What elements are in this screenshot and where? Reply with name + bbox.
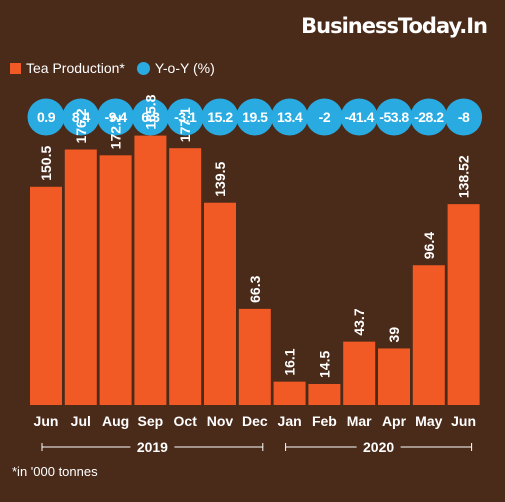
production-bar — [204, 202, 236, 405]
yoy-bubble — [410, 98, 448, 136]
production-value-label: 150.5 — [38, 146, 54, 181]
legend-bar-swatch — [10, 62, 21, 74]
year-label: 2020 — [363, 439, 394, 455]
yoy-label: 0.9 — [37, 109, 56, 125]
production-value-label: 66.3 — [247, 275, 263, 302]
yoy-bubble — [305, 98, 343, 136]
production-value-label: 43.7 — [351, 308, 367, 335]
year-label-mask — [130, 438, 175, 456]
yoy-label: 13.4 — [277, 109, 303, 125]
production-bar — [134, 135, 167, 405]
yoy-label: 15.2 — [207, 109, 233, 125]
production-bar — [30, 186, 62, 405]
month-tick-label: Apr — [382, 413, 407, 429]
production-bar — [273, 381, 306, 405]
month-tick-label: Jun — [451, 413, 476, 429]
production-bar — [343, 341, 376, 405]
month-tick-label: Feb — [312, 413, 337, 429]
production-bar — [412, 265, 445, 405]
yoy-label: -3.1 — [174, 109, 197, 125]
legend-item-production: Tea Production* — [10, 60, 125, 76]
legend-label-yoy: Y-o-Y (%) — [154, 60, 215, 76]
production-bar — [169, 148, 202, 405]
yoy-label: -2 — [319, 109, 331, 125]
yoy-bubble — [271, 98, 309, 136]
month-tick-label: Mar — [347, 413, 372, 429]
year-label-mask — [356, 438, 401, 456]
production-bar — [308, 383, 341, 405]
brand-logo: BusinessToday.In — [301, 14, 488, 38]
yoy-label: -28.2 — [414, 109, 444, 125]
production-value-label: 185.8 — [142, 94, 158, 129]
production-value-label: 172.2 — [108, 114, 124, 149]
production-value-label: 96.4 — [421, 232, 437, 259]
yoy-bubble — [131, 98, 169, 136]
yoy-bubble — [62, 98, 100, 136]
month-tick-label: Jul — [71, 413, 91, 429]
yoy-bubble — [166, 98, 204, 136]
production-bar — [99, 155, 132, 405]
month-tick-label: Nov — [207, 413, 234, 429]
footnote: *in '000 tonnes — [12, 464, 98, 479]
yoy-bubble — [236, 98, 274, 136]
month-tick-label: Aug — [102, 413, 129, 429]
yoy-bubble — [27, 98, 65, 136]
yoy-bubble — [375, 98, 413, 136]
yoy-bubble — [445, 98, 483, 136]
month-tick-label: Sep — [138, 413, 164, 429]
yoy-label: -9.4 — [105, 109, 128, 125]
chart-legend: Tea Production* Y-o-Y (%) — [10, 60, 227, 76]
month-tick-label: Jan — [278, 413, 302, 429]
production-value-label: 139.5 — [212, 161, 228, 196]
production-value-label: 14.5 — [316, 351, 332, 378]
production-value-label: 16.1 — [282, 348, 298, 375]
production-value-label: 39 — [386, 327, 402, 343]
legend-dot-swatch — [136, 61, 150, 75]
month-tick-label: May — [415, 413, 442, 429]
yoy-bubble — [201, 98, 239, 136]
production-value-label: 138.52 — [456, 155, 472, 198]
month-tick-label: Oct — [174, 413, 198, 429]
year-label: 2019 — [137, 439, 168, 455]
production-bar — [64, 149, 97, 405]
yoy-label: -53.8 — [379, 109, 409, 125]
production-bar — [378, 348, 410, 405]
month-tick-label: Dec — [242, 413, 268, 429]
yoy-label: 8.4 — [72, 109, 91, 125]
yoy-label: -41.4 — [344, 109, 374, 125]
yoy-bubble — [340, 98, 378, 136]
yoy-label: 19.5 — [242, 109, 268, 125]
month-tick-label: Jun — [34, 413, 59, 429]
legend-item-yoy: Y-o-Y (%) — [136, 60, 215, 76]
production-bar — [447, 204, 480, 405]
yoy-label: -8 — [458, 109, 470, 125]
production-bar — [238, 308, 271, 405]
production-value-label: 177.1 — [177, 107, 193, 142]
yoy-bubble — [97, 98, 135, 136]
production-value-label: 176.2 — [73, 108, 89, 143]
yoy-label: 6.3 — [141, 109, 160, 125]
legend-label-production: Tea Production* — [26, 60, 125, 76]
